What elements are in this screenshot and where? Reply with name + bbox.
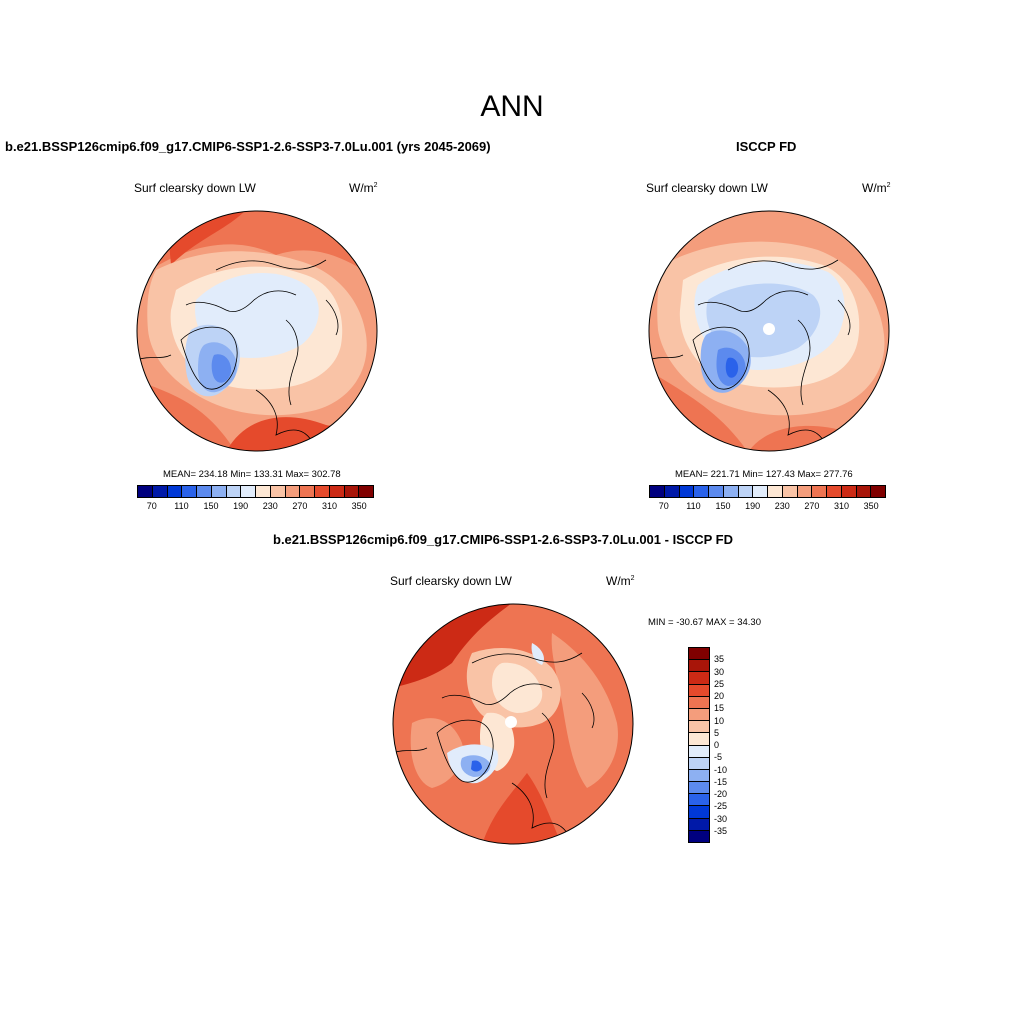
stats-diff: MIN = -30.67 MAX = 34.30: [648, 617, 762, 628]
colorbar-box: [689, 794, 709, 807]
colorbar-box: [871, 486, 885, 497]
colorbar-box: [723, 486, 739, 497]
colorbar-box: [689, 806, 709, 819]
colorbar-box: [689, 745, 709, 758]
colorbar-box: [689, 684, 709, 697]
variable-label-model: Surf clearsky down LW: [134, 181, 256, 195]
panel-title-obs: ISCCP FD: [736, 139, 797, 154]
colorbar-tick-label: 25: [714, 678, 725, 689]
colorbar-tick-label: 350: [351, 501, 367, 511]
polar-map-obs: [648, 210, 890, 452]
colorbar-box: [689, 830, 709, 842]
colorbar-model: 70 110 150 190 230 270 310 350: [137, 485, 374, 512]
polar-map-diff: [392, 603, 634, 845]
colorbar-tick-label: -30: [714, 813, 728, 824]
colorbar-box: [689, 696, 709, 709]
colorbar-tick-label: -5: [714, 752, 723, 763]
colorbar-box: [689, 721, 709, 734]
colorbar-tick-label: 230: [262, 501, 278, 511]
colorbar-tick-label: 110: [174, 501, 189, 511]
colorbar-box: [138, 486, 153, 497]
colorbar-tick-label: 20: [714, 691, 725, 701]
colorbar-tick-label: 110: [686, 501, 701, 511]
panel-title-model: b.e21.BSSP126cmip6.f09_g17.CMIP6-SSP1-2.…: [5, 139, 491, 154]
colorbar-tick-label: 15: [714, 703, 725, 714]
colorbar-box: [797, 486, 813, 497]
colorbar-box: [182, 486, 197, 497]
variable-label-obs: Surf clearsky down LW: [646, 181, 768, 195]
colorbar-tick-label: 190: [745, 501, 761, 511]
colorbar-box: [197, 486, 212, 497]
colorbar-tick-label: -10: [714, 764, 728, 775]
colorbar-tick-label: 150: [715, 501, 731, 511]
colorbar-box: [753, 486, 768, 497]
colorbar-box: [664, 486, 680, 497]
colorbar-box: [211, 486, 227, 497]
units-label-diff: W/m2: [606, 574, 635, 588]
colorbar-box: [689, 818, 709, 831]
colorbar-box: [344, 486, 360, 497]
colorbar-box: [689, 733, 709, 746]
colorbar-tick-label: 30: [714, 666, 725, 677]
colorbar-box: [812, 486, 827, 497]
colorbar-tick-label: 230: [774, 501, 790, 511]
colorbar-box: [689, 769, 709, 783]
colorbar-tick-label: 70: [658, 501, 669, 511]
colorbar-diff: 35 30 25 20 15 10 5 0 -5 -10 -15 -20 -25 -30 -35: [688, 647, 727, 843]
colorbar-tick-label: -25: [714, 801, 728, 812]
colorbar-box: [768, 486, 783, 497]
colorbar-box: [285, 486, 301, 497]
colorbar-tick-label: 0: [714, 740, 720, 750]
colorbar-box: [689, 782, 709, 795]
colorbar-box: [359, 486, 373, 497]
colorbar-box: [270, 486, 286, 497]
units-label-obs: W/m2: [862, 181, 891, 195]
variable-label-diff: Surf clearsky down LW: [390, 574, 512, 588]
colorbar-box: [689, 757, 709, 770]
colorbar-tick-label: 350: [863, 501, 879, 511]
colorbar-tick-label: 70: [146, 501, 157, 511]
colorbar-box: [679, 486, 695, 497]
colorbar-box: [226, 486, 242, 497]
colorbar-tick-label: 10: [714, 715, 725, 726]
colorbar-tick-label: 270: [804, 501, 820, 511]
colorbar-box: [694, 486, 709, 497]
colorbar-tick-label: 190: [233, 501, 249, 511]
colorbar-box: [152, 486, 168, 497]
polar-map-model: [136, 210, 378, 452]
colorbar-box: [300, 486, 315, 497]
colorbar-tick-label: 310: [834, 501, 850, 511]
colorbar-box: [650, 486, 665, 497]
colorbar-obs: 70 110 150 190 230 270 310 350: [649, 485, 886, 512]
colorbar-tick-label: -20: [714, 789, 728, 799]
colorbar-box: [782, 486, 798, 497]
colorbar-tick-label: -15: [714, 776, 728, 787]
stats-model: MEAN= 234.18 Min= 133.31 Max= 302.78: [163, 469, 341, 480]
units-label-model: W/m2: [349, 181, 378, 195]
panel-title-diff: b.e21.BSSP126cmip6.f09_g17.CMIP6-SSP1-2.…: [273, 532, 734, 547]
colorbar-box: [315, 486, 330, 497]
stats-obs: MEAN= 221.71 Min= 127.43 Max= 277.76: [675, 469, 853, 480]
colorbar-box: [689, 672, 709, 685]
colorbar-tick-label: 270: [292, 501, 308, 511]
figure-title: ANN: [480, 90, 544, 123]
colorbar-box: [689, 708, 709, 722]
colorbar-box: [856, 486, 872, 497]
colorbar-box: [329, 486, 345, 497]
colorbar-box: [256, 486, 271, 497]
colorbar-tick-label: 150: [203, 501, 219, 511]
colorbar-box: [689, 648, 709, 661]
colorbar-tick-label: 310: [322, 501, 338, 511]
colorbar-box: [827, 486, 842, 497]
colorbar-box: [167, 486, 183, 497]
colorbar-box: [689, 660, 709, 673]
colorbar-tick-label: 5: [714, 727, 720, 738]
colorbar-box: [738, 486, 754, 497]
colorbar-box: [841, 486, 857, 497]
colorbar-box: [241, 486, 256, 497]
colorbar-box: [709, 486, 724, 497]
colorbar-tick-label: 35: [714, 654, 725, 665]
colorbar-tick-label: -35: [714, 825, 728, 836]
